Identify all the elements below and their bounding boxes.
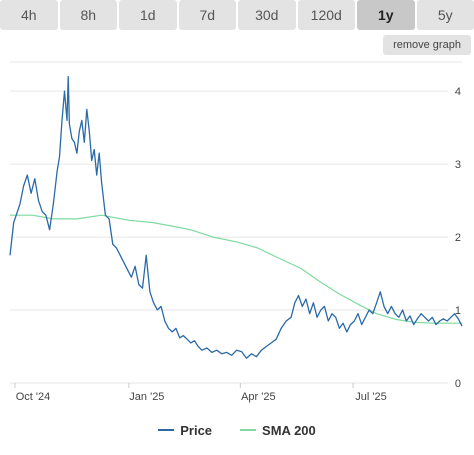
tab-1d[interactable]: 1d: [119, 0, 177, 30]
timeframe-tabs: 4h 8h 1d 7d 30d 120d 1y 5y: [0, 0, 474, 30]
y-tick-label: 1: [455, 305, 461, 317]
tab-7d[interactable]: 7d: [178, 0, 236, 30]
legend-item-price[interactable]: Price: [158, 423, 212, 438]
y-tick-label: 0: [455, 378, 461, 390]
legend-item-sma[interactable]: SMA 200: [240, 423, 316, 438]
tab-1y[interactable]: 1y: [357, 0, 415, 30]
legend-label-sma: SMA 200: [262, 422, 316, 438]
legend-swatch-sma: [240, 429, 257, 431]
tab-30d[interactable]: 30d: [238, 0, 296, 30]
y-tick-label: 3: [455, 159, 461, 171]
x-tick-label: Oct '24: [16, 391, 51, 403]
sma-series-line: [10, 214, 462, 324]
remove-graph-button[interactable]: remove graph: [383, 35, 471, 55]
x-tick-label: Jan '25: [129, 391, 164, 403]
y-tick-label: 4: [455, 86, 461, 98]
x-tick-label: Jul '25: [355, 391, 386, 403]
tab-5y[interactable]: 5y: [416, 0, 474, 30]
y-tick-label: 2: [455, 232, 461, 244]
tab-4h[interactable]: 4h: [0, 0, 58, 30]
tab-120d[interactable]: 120d: [297, 0, 355, 30]
price-series-line: [9, 75, 463, 359]
chart-legend: Price SMA 200: [0, 420, 474, 440]
tab-8h[interactable]: 8h: [59, 0, 117, 30]
x-tick-label: Apr '25: [241, 391, 276, 403]
legend-label-price: Price: [180, 422, 213, 438]
legend-swatch-price: [158, 429, 175, 431]
